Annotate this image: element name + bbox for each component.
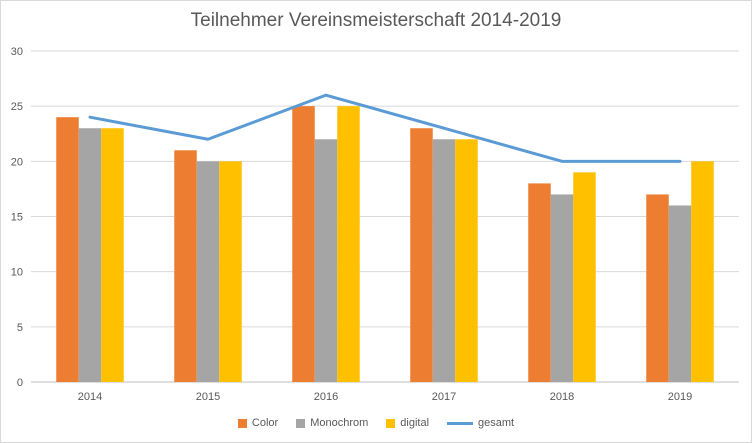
- legend-label: Monochrom: [310, 417, 369, 429]
- bar-digital-2019: [691, 161, 714, 382]
- legend-swatch: [237, 418, 247, 428]
- y-tick-label: 25: [11, 101, 23, 113]
- bar-digital-2015: [219, 161, 242, 382]
- legend-item-color: Color: [237, 417, 279, 429]
- x-tick-label: 2014: [78, 391, 102, 403]
- legend-swatch: [386, 418, 396, 428]
- legend-swatch: [296, 418, 306, 428]
- legend-item-monochrom: Monochrom: [296, 417, 368, 429]
- bar-monochrom-2014: [78, 128, 102, 382]
- bar-color-2016: [292, 106, 315, 383]
- bar-monochrom-2016: [314, 139, 338, 382]
- bar-digital-2016: [337, 106, 360, 383]
- bar-monochrom-2017: [432, 139, 456, 382]
- bar-color-2014: [56, 117, 79, 382]
- bar-monochrom-2015: [196, 161, 220, 382]
- x-tick-label: 2019: [668, 391, 692, 403]
- legend: Color Monochrom digital gesamt: [1, 417, 751, 429]
- y-tick-label: 5: [17, 322, 23, 334]
- x-tick-label: 2017: [432, 391, 456, 403]
- y-tick-label: 30: [11, 46, 23, 58]
- legend-label: digital: [400, 417, 430, 429]
- x-tick-label: 2015: [196, 391, 220, 403]
- y-tick-label: 15: [11, 212, 23, 224]
- bar-color-2017: [410, 128, 433, 382]
- x-tick-label: 2016: [314, 391, 338, 403]
- legend-label: Color: [251, 417, 279, 429]
- bar-digital-2014: [101, 128, 124, 382]
- bar-color-2015: [174, 150, 197, 382]
- legend-label: gesamt: [478, 417, 515, 429]
- y-tick-label: 20: [11, 156, 23, 168]
- x-tick-label: 2018: [550, 391, 574, 403]
- bar-monochrom-2018: [550, 194, 574, 382]
- bar-digital-2018: [573, 172, 596, 382]
- legend-item-gesamt: gesamt: [447, 417, 514, 429]
- bar-color-2018: [528, 183, 551, 382]
- bar-digital-2017: [455, 139, 478, 382]
- bar-color-2019: [646, 194, 669, 382]
- legend-item-digital: digital: [386, 417, 429, 429]
- line-gesamt: [88, 93, 682, 163]
- y-tick-label: 0: [17, 377, 23, 389]
- chart-title: Teilnehmer Vereinsmeisterschaft 2014-201…: [190, 10, 562, 31]
- y-tick-label: 10: [11, 267, 23, 279]
- bar-monochrom-2019: [668, 205, 692, 382]
- legend-swatch: [447, 421, 474, 425]
